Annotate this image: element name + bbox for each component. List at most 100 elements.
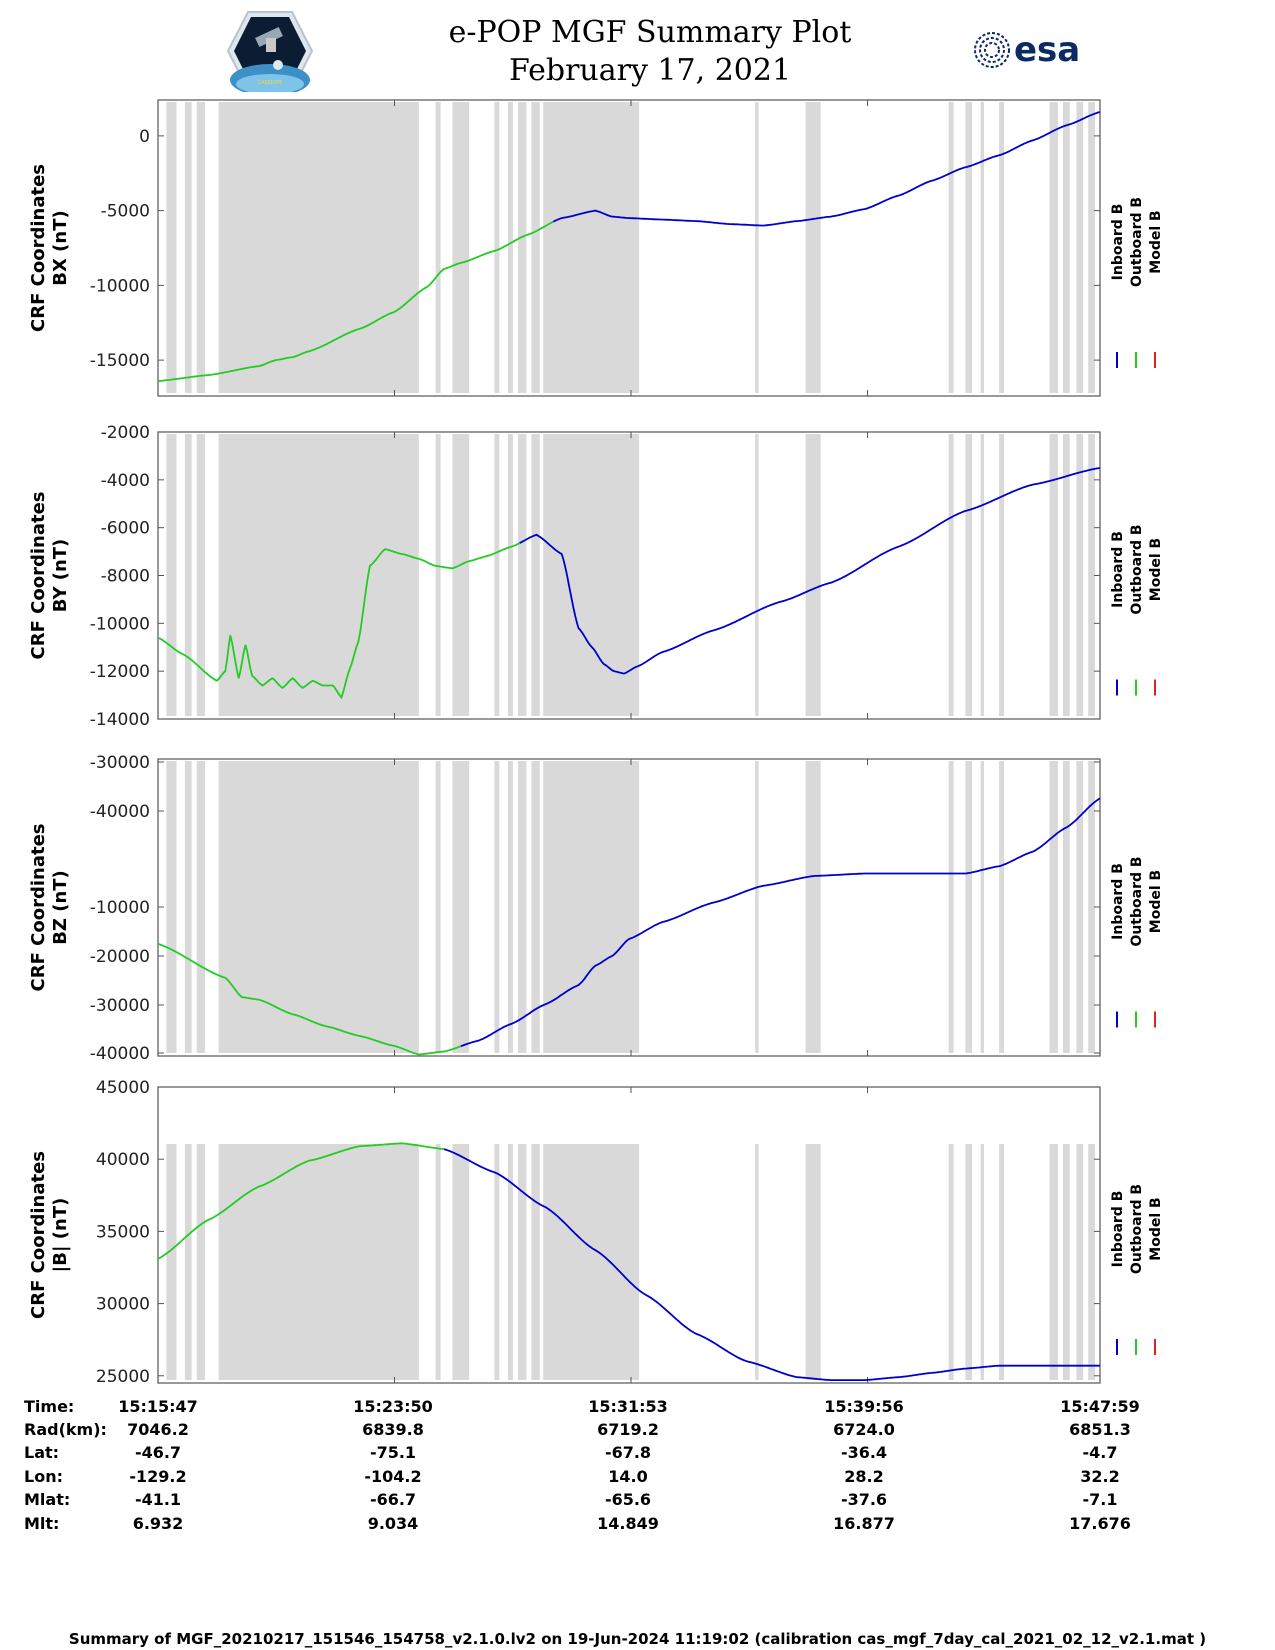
title-block: e-POP MGF Summary Plot February 17, 2021 bbox=[380, 14, 920, 90]
annotation-value-lon: 14.0 bbox=[608, 1467, 648, 1486]
gap-band bbox=[184, 102, 192, 393]
outboard-b-series bbox=[157, 220, 554, 382]
gap-band bbox=[1063, 434, 1070, 716]
annotation-value-mlat: -37.6 bbox=[840, 1490, 888, 1509]
annotation-value-lat: -36.4 bbox=[840, 1443, 888, 1462]
inboard-b-series bbox=[460, 797, 1101, 1048]
gap-band bbox=[1063, 1144, 1070, 1380]
annotation-value-mlt: 9.034 bbox=[367, 1514, 419, 1533]
gap-band bbox=[980, 761, 984, 1053]
esa-logo-text: esa bbox=[1014, 30, 1081, 70]
y-tick-label: -10000 bbox=[90, 898, 150, 918]
annotation-value-mlt: 14.849 bbox=[597, 1514, 659, 1533]
gap-band bbox=[1088, 761, 1095, 1053]
gap-band bbox=[755, 761, 759, 1053]
y-tick-label: -10000 bbox=[90, 276, 150, 296]
y-axis-label-unit: BY (nT) bbox=[50, 539, 71, 613]
y-axis-label-unit: BX (nT) bbox=[50, 210, 71, 285]
gap-band bbox=[494, 761, 500, 1053]
gap-band bbox=[965, 1144, 973, 1380]
gap-band bbox=[980, 102, 984, 393]
panel-1: 0 -5000 -10000 -15000 CRF Coordinates BX (nT)… bbox=[28, 99, 1164, 397]
annotation-value-mlat: -41.1 bbox=[134, 1490, 182, 1509]
annotation-value-time: 15:23:50 bbox=[353, 1397, 433, 1416]
gap-band bbox=[518, 761, 527, 1053]
gap-band bbox=[166, 434, 177, 716]
panel-4: 45000 40000 35000 30000 25000 CRF Coordinates… bbox=[28, 1078, 1164, 1387]
gap-band bbox=[965, 434, 973, 716]
gap-band bbox=[518, 1144, 527, 1380]
gap-band bbox=[1049, 434, 1058, 716]
gap-band bbox=[196, 434, 206, 716]
gap-band bbox=[494, 102, 500, 393]
gap-band bbox=[435, 1144, 441, 1380]
y-axis-label: CRF Coordinates bbox=[28, 1151, 49, 1319]
gap-band bbox=[166, 1144, 177, 1380]
gap-band bbox=[507, 102, 513, 393]
legend-outboard: Outboard B bbox=[1129, 1184, 1145, 1274]
gap-band bbox=[531, 434, 540, 716]
y-tick-label: -12000 bbox=[90, 662, 150, 682]
gap-band bbox=[218, 434, 419, 716]
annotation-row-label: Rad(km): bbox=[24, 1420, 107, 1439]
legend-inboard: Inboard B bbox=[1110, 1191, 1126, 1268]
annotation-value-lat: -46.7 bbox=[134, 1443, 182, 1462]
annotation-value-rad: 7046.2 bbox=[127, 1420, 189, 1439]
gap-band bbox=[218, 761, 419, 1053]
gap-band bbox=[755, 434, 759, 716]
annotation-value-rad: 6839.8 bbox=[362, 1420, 424, 1439]
gap-band bbox=[166, 102, 177, 393]
y-tick-label: 40000 bbox=[96, 1150, 150, 1170]
inboard-b-series bbox=[443, 1148, 1100, 1381]
legend-outboard: Outboard B bbox=[1129, 524, 1145, 614]
annotation-row-label: Mlat: bbox=[24, 1490, 71, 1509]
annotation-value-mlt: 16.877 bbox=[833, 1514, 895, 1533]
legend-model: Model B bbox=[1148, 870, 1164, 933]
gap-band bbox=[755, 1144, 759, 1380]
gap-band bbox=[452, 434, 470, 716]
y-axis-label-unit: BZ (nT) bbox=[50, 870, 71, 945]
annotation-row-label: Mlt: bbox=[24, 1514, 60, 1533]
gap-band bbox=[1076, 434, 1084, 716]
y-axis-label: CRF Coordinates bbox=[28, 824, 49, 992]
y-tick-label: -14000 bbox=[90, 710, 150, 730]
annotation-row-label: Lon: bbox=[24, 1467, 63, 1486]
gap-band bbox=[980, 434, 984, 716]
gap-band bbox=[531, 1144, 540, 1380]
gap-band bbox=[218, 102, 419, 393]
panel-3: -30000 -40000 -10000 -20000 -30000 -40000 CRF … bbox=[28, 753, 1164, 1064]
gap-band bbox=[518, 434, 527, 716]
y-tick-label: -8000 bbox=[101, 567, 150, 587]
annotation-value-lon: -104.2 bbox=[364, 1467, 422, 1486]
outboard-b-series bbox=[157, 1142, 445, 1260]
y-tick-label: -30000 bbox=[90, 996, 150, 1016]
gap-band bbox=[1088, 434, 1095, 716]
y-tick-label: 45000 bbox=[96, 1078, 150, 1098]
gap-band bbox=[1088, 1144, 1095, 1380]
annotation-value-lat: -4.7 bbox=[1082, 1443, 1118, 1462]
panel-2: -2000 -4000 -6000 -8000 -10000 -12000 -14000 CR… bbox=[28, 423, 1164, 730]
gap-band bbox=[494, 1144, 500, 1380]
plot-title: e-POP MGF Summary Plot bbox=[448, 15, 852, 50]
gap-band bbox=[494, 434, 500, 716]
gap-band bbox=[948, 761, 954, 1053]
gap-band bbox=[507, 761, 513, 1053]
legend-inboard: Inboard B bbox=[1110, 531, 1126, 608]
annotation-value-lon: 32.2 bbox=[1080, 1467, 1120, 1486]
gap-band bbox=[1063, 102, 1070, 393]
inboard-b-series bbox=[519, 467, 1101, 675]
esa-logo: esa bbox=[972, 30, 1080, 70]
gap-band bbox=[196, 761, 206, 1053]
y-axis-label-unit: |B| (nT) bbox=[50, 1198, 71, 1273]
y-tick-label: -10000 bbox=[90, 614, 150, 634]
gap-band bbox=[218, 1144, 419, 1380]
legend-inboard: Inboard B bbox=[1110, 204, 1126, 281]
cassiope-logo-text: CASSIOPE bbox=[257, 80, 283, 86]
gap-band bbox=[166, 761, 177, 1053]
y-axis-label: CRF Coordinates bbox=[28, 164, 49, 332]
y-tick-label: -30000 bbox=[90, 753, 150, 773]
annotation-value-time: 15:31:53 bbox=[588, 1397, 668, 1416]
y-tick-label: -15000 bbox=[90, 351, 150, 371]
gap-band bbox=[452, 102, 470, 393]
